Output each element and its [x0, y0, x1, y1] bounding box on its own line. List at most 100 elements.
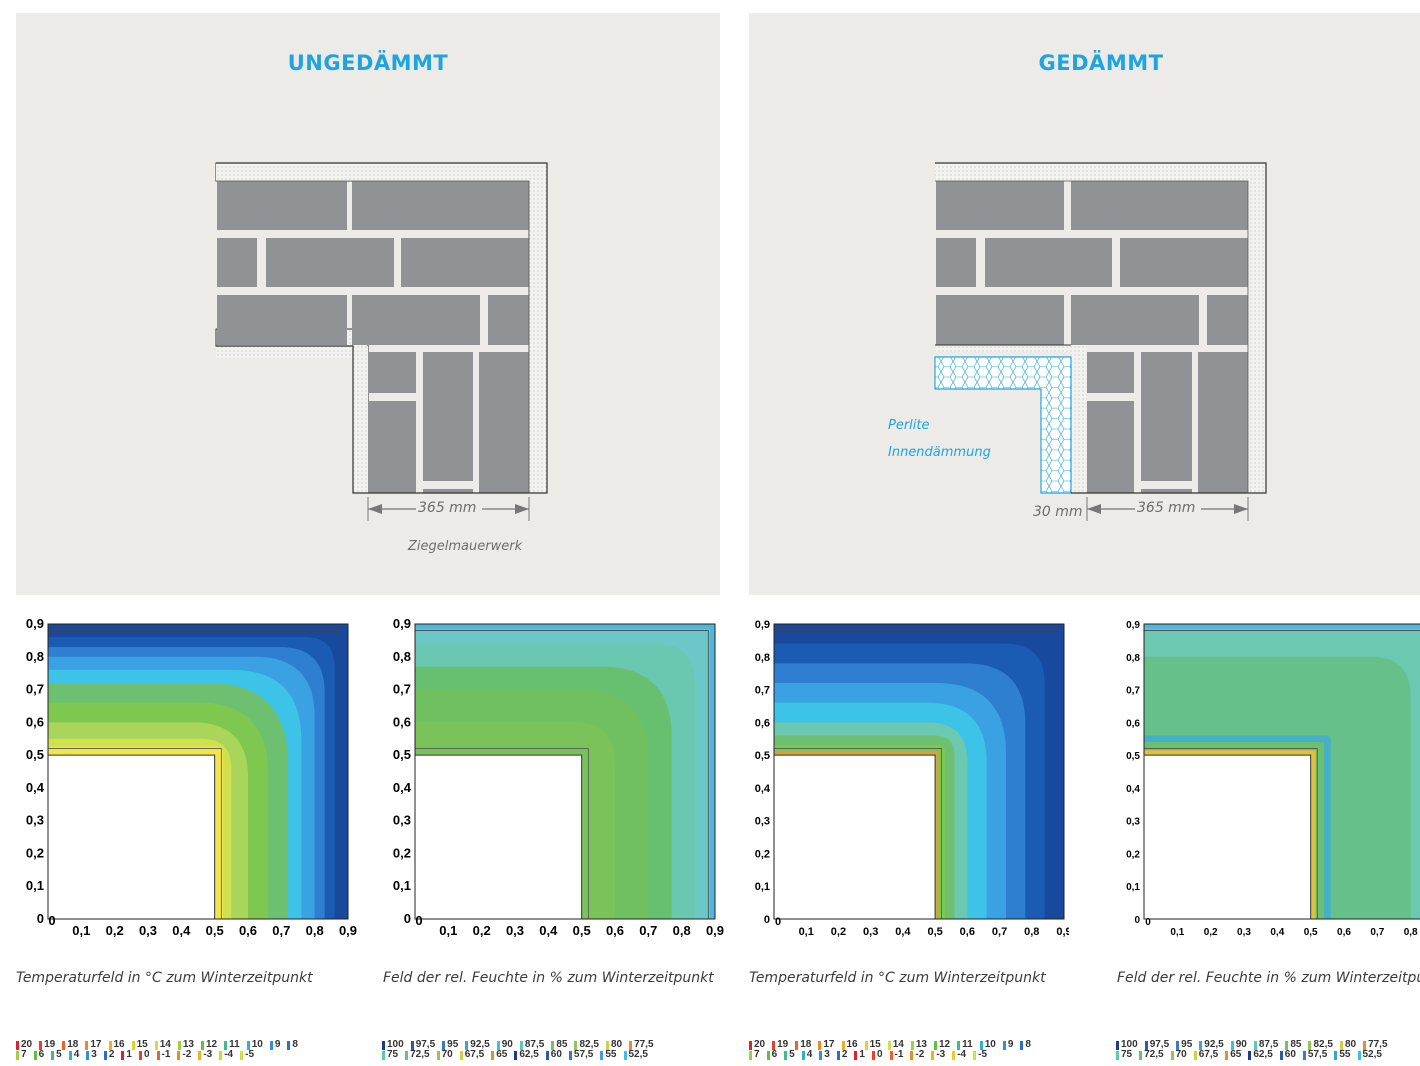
- x-tick-label: 0,6: [239, 923, 257, 938]
- legend-label: 10: [251, 1039, 263, 1050]
- legend-entry: 62,5: [1248, 1050, 1273, 1060]
- x-tick-label: 0,9: [1056, 926, 1069, 938]
- legend-entry: 90: [1230, 1039, 1247, 1050]
- legend-entry: 6: [33, 1050, 44, 1060]
- legend-swatch: [459, 1050, 463, 1060]
- legend-swatch: [198, 1050, 202, 1060]
- humidity-field-uninsulated: 0 0,1 0,2 0,3 0,4 0,5 0,6 0,7 0,8 0,9 0 0,1 0,2 0,3 0,…: [393, 616, 724, 938]
- legend-label: 92,5: [470, 1039, 490, 1050]
- legend-swatch: [1230, 1040, 1234, 1050]
- x-tick-label: 0,7: [992, 926, 1007, 938]
- legend-swatch: [1285, 1040, 1289, 1050]
- legend-swatch: [957, 1040, 961, 1050]
- legend-swatch: [269, 1040, 273, 1050]
- legend-label: -1: [161, 1049, 171, 1060]
- legend-label: 9: [274, 1039, 281, 1050]
- legend-label: 20: [754, 1039, 766, 1050]
- y-tick-label: 0,4: [1126, 784, 1140, 795]
- legend-swatch: [1199, 1040, 1203, 1050]
- legend-entry: 10: [979, 1040, 996, 1050]
- legend-swatch: [887, 1040, 891, 1050]
- legend-entry: 100: [1116, 1040, 1138, 1050]
- legend-entry: 52,5: [623, 1050, 648, 1060]
- y-tick-label: 0,6: [26, 714, 44, 729]
- temperature-legend: 20 19 18 17 16 15 14 13 12 11 10 9 8 7 6 5 4 3 2 1 0 -1 -2 -3 -4…: [749, 1040, 1038, 1060]
- legend-label: 2: [841, 1049, 848, 1060]
- legend-entry: 4: [801, 1050, 812, 1060]
- legend-entry: 8: [1020, 1040, 1031, 1050]
- legend-swatch: [910, 1050, 914, 1060]
- legend-label: 80: [610, 1039, 623, 1050]
- legend-label: 12: [206, 1039, 218, 1050]
- legend-label: 77,5: [1368, 1039, 1388, 1050]
- humidity-legend: 100 97,5 95 92,5 90 87,5 85 82,5 80 77,5 75 72,5 70 6…: [1116, 1040, 1395, 1060]
- legend-entry: 7: [749, 1050, 760, 1060]
- x-tick-label: 0,3: [506, 923, 524, 938]
- legend-label: 3: [91, 1049, 97, 1060]
- legend-label: 18: [800, 1039, 812, 1050]
- y-tick-label: 0: [404, 911, 411, 926]
- legend-entry: 19: [39, 1040, 55, 1050]
- legend-entry: 75: [382, 1050, 398, 1060]
- legend-swatch: [784, 1050, 788, 1060]
- legend-entry: 70: [1170, 1050, 1187, 1060]
- legend-entry: 7: [16, 1050, 27, 1060]
- legend-label: 72,5: [410, 1049, 430, 1060]
- legend-swatch: [246, 1040, 250, 1050]
- chart-caption: Feld der rel. Feuchte in % zum Winterzei…: [383, 970, 714, 986]
- y-tick-label: 0,7: [1126, 686, 1140, 697]
- legend-entry: 16: [841, 1040, 858, 1050]
- interior-room: [1144, 755, 1311, 919]
- y-tick-label: 0,2: [26, 845, 44, 860]
- legend-label: 8: [1025, 1039, 1031, 1050]
- legend-label: 14: [159, 1039, 171, 1050]
- insulation-layer: [934, 356, 1072, 494]
- y-tick-label: 0,7: [755, 685, 770, 697]
- legend-entry: 57,5: [1302, 1050, 1327, 1060]
- legend-swatch: [103, 1050, 107, 1060]
- legend-label: 1: [126, 1049, 132, 1060]
- legend-entry: 18: [62, 1040, 78, 1050]
- legend-swatch: [177, 1040, 181, 1050]
- legend-entry: 87,5: [519, 1040, 544, 1050]
- legend-label: 67,5: [464, 1049, 485, 1060]
- legend-swatch: [519, 1040, 523, 1050]
- x-tick-label: 0,1: [72, 923, 90, 938]
- legend-swatch: [910, 1040, 914, 1050]
- legend-swatch: [1339, 1040, 1343, 1050]
- legend-swatch: [623, 1050, 627, 1060]
- legend-label: -4: [957, 1049, 967, 1060]
- legend-label: 6: [771, 1049, 778, 1060]
- x-tick-label: 0: [415, 913, 422, 928]
- legend-label: 17: [90, 1039, 102, 1050]
- y-tick-label: 0: [1134, 915, 1140, 926]
- insulated-wall-diagram: [934, 162, 1267, 521]
- y-tick-label: 0,3: [1126, 817, 1140, 828]
- legend-label: 11: [229, 1039, 240, 1050]
- legend-swatch: [795, 1040, 799, 1050]
- legend-entry: 77,5: [629, 1040, 654, 1050]
- legend-swatch: [1357, 1050, 1361, 1060]
- legend-entry: 8: [287, 1040, 298, 1050]
- legend-entry: 3: [819, 1050, 830, 1060]
- legend-entry: 16: [108, 1039, 125, 1050]
- legend-entry: 60: [545, 1050, 562, 1060]
- y-tick-label: 0,2: [1126, 849, 1140, 860]
- legend-label: 52,5: [1362, 1049, 1382, 1060]
- legend-label: 16: [113, 1039, 125, 1050]
- legend-swatch: [465, 1040, 469, 1050]
- legend-label: 85: [556, 1039, 568, 1050]
- x-tick-label: 0,6: [606, 923, 624, 938]
- legend-label: 19: [777, 1039, 789, 1050]
- legend-label: 90: [1235, 1039, 1247, 1050]
- legend-entry: 82,5: [1308, 1040, 1333, 1050]
- legend-entry: 9: [1002, 1040, 1013, 1050]
- x-tick-label: 0,2: [1204, 927, 1218, 938]
- y-tick-label: 0,9: [26, 616, 44, 631]
- legend-swatch: [1308, 1040, 1312, 1050]
- legend-label: 55: [605, 1049, 617, 1060]
- legend-entry: -1: [156, 1049, 171, 1060]
- legend-label: 13: [915, 1039, 927, 1050]
- legend-label: -1: [894, 1049, 904, 1060]
- interior-room: [48, 755, 215, 919]
